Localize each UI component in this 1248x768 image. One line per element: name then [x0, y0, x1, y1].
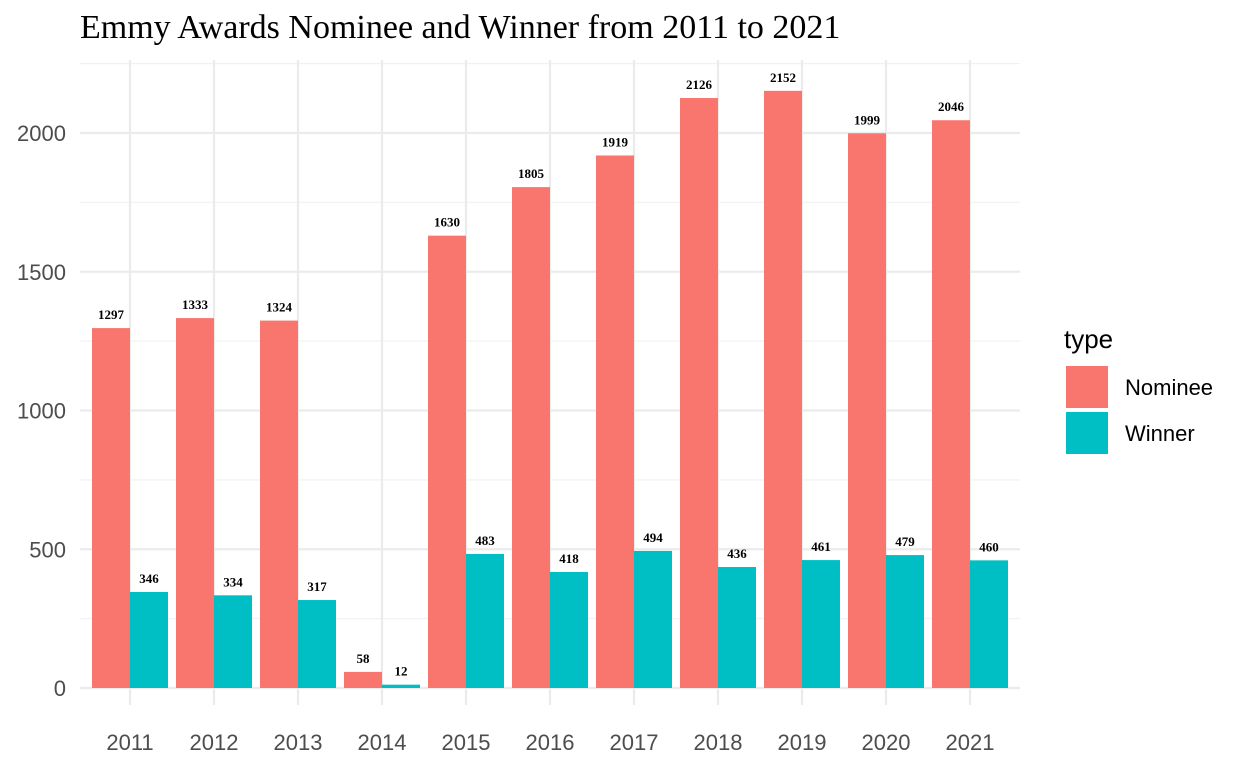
data-label-nominee-2013: 1324	[266, 300, 293, 315]
data-label-nominee-2014: 58	[357, 651, 371, 666]
bar-nominee-2021	[932, 120, 970, 689]
data-label-winner-2020: 479	[895, 534, 915, 549]
data-label-winner-2016: 418	[559, 551, 579, 566]
bar-nominee-2013	[260, 320, 298, 688]
bar-nominee-2015	[428, 235, 466, 689]
x-tick-label: 2015	[442, 730, 491, 755]
data-label-nominee-2011: 1297	[98, 307, 125, 322]
bar-winner-2017	[634, 550, 672, 688]
x-tick-label: 2012	[190, 730, 239, 755]
data-label-winner-2011: 346	[139, 571, 159, 586]
data-label-winner-2012: 334	[223, 574, 243, 589]
data-label-nominee-2021: 2046	[938, 99, 965, 114]
bar-winner-2012	[214, 595, 252, 688]
x-tick-label: 2019	[778, 730, 827, 755]
data-labels-layer: 1297 1333 1324 58 1630 1805 1919 2126 2152 1999 20…	[98, 70, 999, 679]
bar-winner-2016	[550, 572, 588, 688]
bar-winner-2014	[382, 684, 420, 688]
bar-nominee-2018	[680, 98, 718, 688]
y-tick-label: 0	[54, 676, 66, 701]
bar-nominee-2016	[512, 187, 550, 689]
bar-nominee-2020	[848, 133, 886, 689]
data-label-winner-2013: 317	[307, 579, 327, 594]
bar-nominee-2017	[596, 155, 634, 689]
x-tick-label: 2014	[358, 730, 407, 755]
x-tick-label: 2013	[274, 730, 323, 755]
legend: type Nominee Winner	[1064, 324, 1213, 454]
x-tick-label: 2020	[862, 730, 911, 755]
data-label-winner-2017: 494	[643, 530, 663, 545]
bar-winner-2018	[718, 567, 756, 688]
data-label-nominee-2016: 1805	[518, 166, 545, 181]
data-label-winner-2014: 12	[395, 664, 408, 679]
bar-winner-2011	[130, 591, 168, 688]
y-tick-label: 500	[29, 537, 66, 562]
data-label-nominee-2015: 1630	[434, 215, 460, 230]
bar-winner-2019	[802, 560, 840, 688]
x-axis-ticks: 2011 2012 2013 2014 2015 2016 2017 2018 2019 2020…	[106, 730, 994, 755]
data-label-winner-2019: 461	[811, 539, 831, 554]
legend-title: type	[1064, 324, 1113, 354]
x-tick-label: 2016	[526, 730, 575, 755]
data-label-winner-2021: 460	[979, 539, 999, 554]
bar-nominee-2012	[176, 318, 214, 688]
data-label-nominee-2018: 2126	[686, 77, 713, 92]
x-tick-label: 2018	[694, 730, 743, 755]
x-tick-label: 2017	[610, 730, 659, 755]
bar-winner-2021	[970, 560, 1008, 688]
bar-nominee-2011	[92, 328, 130, 688]
y-tick-label: 2000	[17, 121, 66, 146]
data-label-nominee-2012: 1333	[182, 297, 209, 312]
bars-layer	[92, 90, 1008, 689]
bar-winner-2013	[298, 600, 336, 688]
data-label-winner-2015: 483	[475, 533, 495, 548]
x-tick-label: 2011	[106, 730, 153, 755]
chart-title: Emmy Awards Nominee and Winner from 2011…	[80, 9, 840, 46]
legend-label-nominee: Nominee	[1125, 375, 1213, 400]
legend-key-nominee	[1066, 366, 1108, 408]
bar-winner-2020	[886, 555, 924, 688]
data-label-nominee-2020: 1999	[854, 112, 881, 127]
legend-label-winner: Winner	[1125, 421, 1195, 446]
data-label-winner-2018: 436	[727, 546, 747, 561]
bar-nominee-2019	[764, 90, 802, 688]
bar-nominee-2014	[344, 671, 382, 688]
y-tick-label: 1500	[17, 260, 66, 285]
data-label-nominee-2019: 2152	[770, 70, 796, 85]
legend-key-winner	[1066, 412, 1108, 454]
data-label-nominee-2017: 1919	[602, 134, 629, 149]
y-axis-ticks: 0 500 1000 1500 2000	[17, 121, 66, 701]
bar-winner-2015	[466, 553, 504, 688]
y-tick-label: 1000	[17, 399, 66, 424]
x-tick-label: 2021	[946, 730, 995, 755]
